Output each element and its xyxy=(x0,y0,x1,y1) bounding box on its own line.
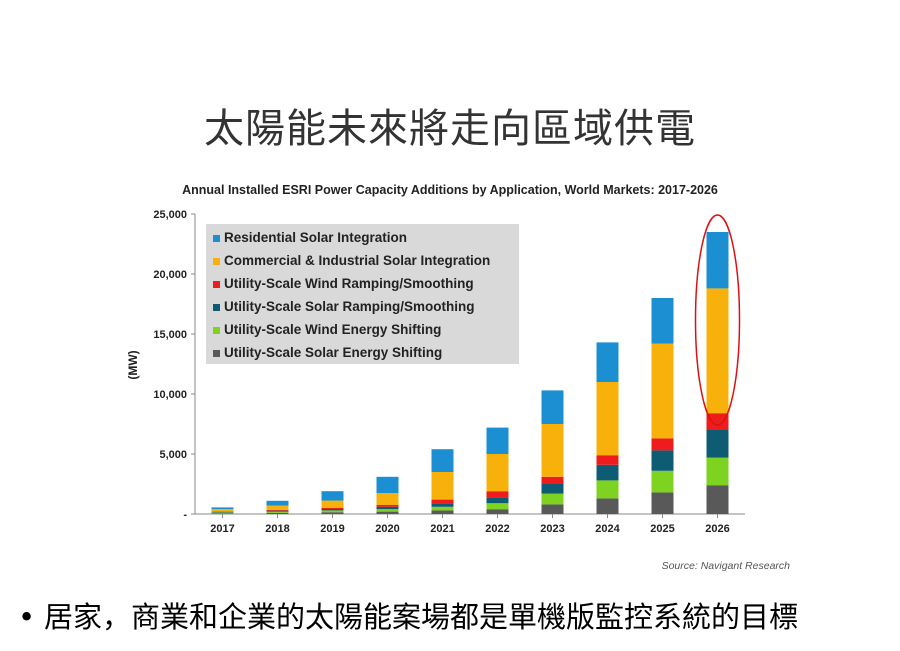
bar-segment-2023-utility-scale-solar-energy-shifting xyxy=(542,504,564,514)
legend-entry: Utility-Scale Wind Energy Shifting xyxy=(224,322,441,337)
x-tick-label: 2018 xyxy=(265,523,289,535)
bar-segment-2023-utility-scale-wind-ramping-smoothing xyxy=(542,477,564,484)
x-tick-label: 2024 xyxy=(595,523,620,535)
bar-segment-2026-commercial-industrial-solar-integration xyxy=(707,288,729,413)
bar-segment-2025-utility-scale-solar-energy-shifting xyxy=(652,492,674,514)
bar-segment-2018-utility-scale-wind-ramping-smoothing xyxy=(267,510,289,511)
bar-segment-2021-commercial-industrial-solar-integration xyxy=(432,472,454,500)
bullet-marker: • xyxy=(18,600,44,634)
bar-segment-2019-utility-scale-solar-energy-shifting xyxy=(322,512,344,514)
bar-segment-2019-residential-solar-integration xyxy=(322,491,344,500)
y-tick-label: 15,000 xyxy=(153,329,187,341)
bar-segment-2026-utility-scale-solar-ramping-smoothing xyxy=(707,430,729,458)
chart-title: Annual Installed ESRI Power Capacity Add… xyxy=(182,183,718,197)
bar-segment-2025-commercial-industrial-solar-integration xyxy=(652,344,674,439)
legend-swatch xyxy=(213,258,220,265)
bar-segment-2022-utility-scale-solar-energy-shifting xyxy=(487,509,509,514)
bar-segment-2024-utility-scale-solar-energy-shifting xyxy=(597,498,619,514)
y-tick-label: 5,000 xyxy=(159,449,187,461)
bullet-text: 居家，商業和企業的太陽能案場都是單機版監控系統的目標 xyxy=(44,600,798,634)
bar-segment-2017-utility-scale-solar-energy-shifting xyxy=(212,513,234,514)
bar-segment-2024-commercial-industrial-solar-integration xyxy=(597,382,619,455)
bar-segment-2017-residential-solar-integration xyxy=(212,507,234,509)
bar-segment-2022-utility-scale-wind-energy-shifting xyxy=(487,503,509,509)
bar-segment-2018-commercial-industrial-solar-integration xyxy=(267,506,289,510)
bar-segment-2025-utility-scale-wind-ramping-smoothing xyxy=(652,438,674,450)
bar-segment-2024-utility-scale-solar-ramping-smoothing xyxy=(597,465,619,481)
bar-segment-2018-residential-solar-integration xyxy=(267,501,289,506)
bar-segment-2019-utility-scale-wind-ramping-smoothing xyxy=(322,508,344,509)
bar-segment-2022-commercial-industrial-solar-integration xyxy=(487,454,509,491)
y-tick-label: 25,000 xyxy=(153,209,187,221)
x-tick-label: 2019 xyxy=(320,523,344,535)
y-axis-label: (MW) xyxy=(126,350,140,379)
bar-segment-2026-utility-scale-wind-ramping-smoothing xyxy=(707,413,729,430)
bar-segment-2022-utility-scale-wind-ramping-smoothing xyxy=(487,491,509,497)
bar-segment-2023-residential-solar-integration xyxy=(542,390,564,424)
bar-segment-2020-utility-scale-solar-energy-shifting xyxy=(377,512,399,514)
legend-entry: Utility-Scale Solar Ramping/Smoothing xyxy=(224,299,475,314)
y-tick-label: 10,000 xyxy=(153,389,187,401)
source-note: Source: Navigant Research xyxy=(662,560,791,572)
bar-segment-2019-utility-scale-solar-ramping-smoothing xyxy=(322,509,344,510)
bar-segment-2020-utility-scale-solar-ramping-smoothing xyxy=(377,507,399,509)
bar-segment-2023-commercial-industrial-solar-integration xyxy=(542,424,564,477)
bar-segment-2026-residential-solar-integration xyxy=(707,232,729,288)
legend-entry: Utility-Scale Solar Energy Shifting xyxy=(224,345,442,360)
bar-segment-2020-utility-scale-wind-energy-shifting xyxy=(377,509,399,511)
legend-box xyxy=(206,224,519,364)
bar-segment-2021-residential-solar-integration xyxy=(432,449,454,472)
bar-segment-2020-residential-solar-integration xyxy=(377,477,399,493)
bar-segment-2020-utility-scale-wind-ramping-smoothing xyxy=(377,505,399,507)
x-tick-label: 2023 xyxy=(540,523,564,535)
y-tick-label: 20,000 xyxy=(153,269,187,281)
bar-segment-2023-utility-scale-solar-ramping-smoothing xyxy=(542,484,564,494)
bar-segment-2018-utility-scale-solar-ramping-smoothing xyxy=(267,511,289,512)
bar-segment-2025-residential-solar-integration xyxy=(652,298,674,344)
bar-segment-2020-commercial-industrial-solar-integration xyxy=(377,493,399,505)
bar-segment-2018-utility-scale-solar-energy-shifting xyxy=(267,513,289,514)
bar-segment-2022-utility-scale-solar-ramping-smoothing xyxy=(487,497,509,503)
x-tick-label: 2020 xyxy=(375,523,399,535)
bar-segment-2018-utility-scale-wind-energy-shifting xyxy=(267,512,289,513)
x-tick-label: 2017 xyxy=(210,523,234,535)
bar-segment-2019-utility-scale-wind-energy-shifting xyxy=(322,510,344,512)
bar-segment-2026-utility-scale-wind-energy-shifting xyxy=(707,458,729,486)
bar-segment-2026-utility-scale-solar-energy-shifting xyxy=(707,485,729,514)
bar-segment-2017-commercial-industrial-solar-integration xyxy=(212,509,234,511)
bar-segment-2024-utility-scale-wind-ramping-smoothing xyxy=(597,455,619,465)
legend-swatch xyxy=(213,327,220,334)
legend-swatch xyxy=(213,281,220,288)
x-tick-label: 2025 xyxy=(650,523,674,535)
legend-swatch xyxy=(213,350,220,357)
bar-segment-2019-commercial-industrial-solar-integration xyxy=(322,501,344,508)
bar-segment-2024-utility-scale-wind-energy-shifting xyxy=(597,480,619,498)
x-tick-label: 2022 xyxy=(485,523,509,535)
bar-segment-2021-utility-scale-solar-ramping-smoothing xyxy=(432,503,454,507)
bar-segment-2017-utility-scale-wind-energy-shifting xyxy=(212,513,234,514)
bar-segment-2025-utility-scale-wind-energy-shifting xyxy=(652,471,674,493)
legend-entry: Residential Solar Integration xyxy=(224,230,407,245)
bar-segment-2021-utility-scale-solar-energy-shifting xyxy=(432,510,454,514)
bar-segment-2021-utility-scale-wind-energy-shifting xyxy=(432,507,454,511)
legend-entry: Commercial & Industrial Solar Integratio… xyxy=(224,253,490,268)
legend-entry: Utility-Scale Wind Ramping/Smoothing xyxy=(224,276,474,291)
bullet-point: •居家，商業和企業的太陽能案場都是單機版監控系統的目標 xyxy=(18,594,898,636)
bar-segment-2022-residential-solar-integration xyxy=(487,428,509,454)
x-tick-label: 2026 xyxy=(705,523,729,535)
y-tick-label: - xyxy=(183,509,187,521)
legend-swatch xyxy=(213,235,220,242)
legend-swatch xyxy=(213,304,220,311)
bar-segment-2021-utility-scale-wind-ramping-smoothing xyxy=(432,500,454,504)
bar-segment-2023-utility-scale-wind-energy-shifting xyxy=(542,494,564,505)
bar-segment-2025-utility-scale-solar-ramping-smoothing xyxy=(652,450,674,470)
bar-segment-2024-residential-solar-integration xyxy=(597,342,619,382)
x-tick-label: 2021 xyxy=(430,523,454,535)
